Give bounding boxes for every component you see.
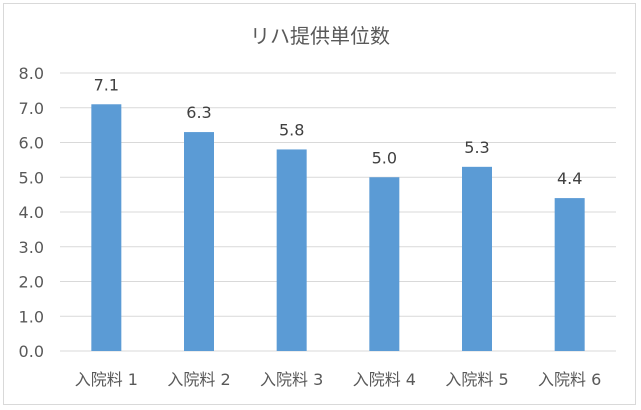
bar (184, 132, 214, 351)
x-axis-categories: 入院料 1 入院料 2 入院料 3 入院料 4 入院料 5 入院料 6 (75, 370, 602, 389)
y-tick-label: 5.0 (19, 168, 44, 187)
data-label: 7.1 (94, 75, 119, 94)
data-label: 5.8 (279, 120, 304, 139)
y-tick-label: 2.0 (19, 273, 44, 292)
x-category-label: 入院料 4 (353, 370, 416, 389)
y-tick-label: 1.0 (19, 307, 44, 326)
data-labels: 7.1 6.3 5.8 5.0 5.3 4.4 (94, 75, 583, 188)
bars (91, 104, 585, 352)
bar (91, 104, 122, 352)
x-category-label: 入院料 5 (445, 370, 508, 389)
data-label: 5.0 (372, 148, 397, 167)
y-tick-label: 7.0 (19, 99, 44, 118)
chart-title: リハ提供単位数 (250, 24, 390, 48)
x-category-label: 入院料 6 (538, 370, 601, 389)
data-label: 6.3 (186, 103, 211, 122)
x-category-label: 入院料 1 (75, 370, 138, 389)
bar (276, 149, 307, 351)
y-tick-label: 0.0 (19, 342, 44, 361)
bar (369, 177, 400, 351)
y-axis-ticks: 0.0 1.0 2.0 3.0 4.0 5.0 6.0 7.0 8.0 (19, 64, 44, 361)
bar (554, 198, 585, 351)
data-label: 4.4 (557, 169, 582, 188)
x-category-label: 入院料 2 (167, 370, 230, 389)
bar (462, 166, 492, 351)
y-tick-label: 6.0 (19, 134, 44, 153)
x-category-label: 入院料 3 (260, 370, 323, 389)
y-tick-label: 4.0 (19, 203, 44, 222)
y-tick-label: 3.0 (19, 238, 44, 257)
y-tick-label: 8.0 (19, 64, 44, 83)
gridlines (60, 72, 616, 352)
data-label: 5.3 (464, 138, 489, 157)
